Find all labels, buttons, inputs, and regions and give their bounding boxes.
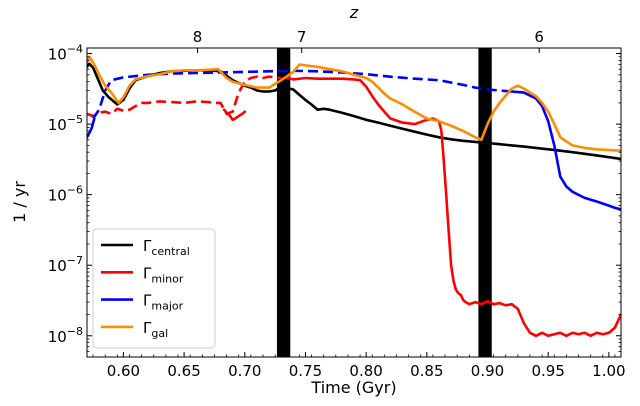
x-tick-label: 0.90 <box>471 362 504 380</box>
y-tick-label-exp: −7 <box>67 254 83 267</box>
y-tick-label-base: 10 <box>48 187 67 205</box>
series-line-minor_solid_a <box>222 108 247 122</box>
legend-label-minor: Γminor <box>143 264 184 285</box>
series-line-major_solid_b <box>510 90 621 211</box>
x-tick-label: 0.85 <box>410 362 443 380</box>
y-tick-label: 10−5 <box>48 113 83 134</box>
y-tick-label: 10−6 <box>48 184 83 205</box>
legend-subscript: major <box>151 300 183 313</box>
y-tick-label: 10−8 <box>48 325 83 346</box>
legend-subscript: central <box>151 245 189 258</box>
legend-subscript: minor <box>151 272 183 285</box>
shaded-band <box>478 48 492 357</box>
y-axis-label: 1 / yr <box>10 181 29 223</box>
top-tick-label: 8 <box>193 28 203 46</box>
y-tick-label-exp: −6 <box>67 184 83 197</box>
x-tick-label: 0.65 <box>167 362 200 380</box>
x-tick-label: 1.00 <box>592 362 625 380</box>
top-tick-label: 7 <box>297 28 307 46</box>
legend-label-gal: Γgal <box>143 319 168 340</box>
series-lines <box>87 55 621 338</box>
x-tick-label: 0.95 <box>531 362 564 380</box>
series-line-minor_dashed <box>87 75 282 118</box>
series-line-minor_solid_b <box>285 76 621 338</box>
y-tick-label-exp: −8 <box>67 325 83 338</box>
x-tick-label: 0.70 <box>228 362 261 380</box>
shaded-band <box>276 48 291 357</box>
x-tick-label: 0.75 <box>289 362 322 380</box>
series-line-major_solid_a <box>87 117 96 139</box>
legend-symbol: Γ <box>143 292 152 310</box>
legend-label-major: Γmajor <box>143 292 184 313</box>
y-tick-label: 10−4 <box>48 43 83 64</box>
y-tick-label-base: 10 <box>48 46 67 64</box>
legend-label-central: Γcentral <box>143 237 190 258</box>
y-tick-label-base: 10 <box>48 257 67 275</box>
legend-symbol: Γ <box>143 319 152 337</box>
y-tick-label-base: 10 <box>48 116 67 134</box>
plot-frame <box>86 47 622 358</box>
y-tick-label: 10−7 <box>48 254 83 275</box>
x-tick-label: 0.80 <box>349 362 382 380</box>
legend-box <box>92 228 216 349</box>
legend-symbol: Γ <box>143 264 152 282</box>
x-tick-label: 0.60 <box>107 362 140 380</box>
y-tick-label-base: 10 <box>48 328 67 346</box>
top-axis-label: z <box>349 3 359 22</box>
y-tick-label-exp: −4 <box>67 43 83 56</box>
series-line-gal <box>87 55 621 152</box>
x-axis-label: Time (Gyr) <box>310 378 396 397</box>
axis-ticks: 0.60 0.65 0.70 0.75 0.80 0.85 0.90 0.95 1.0010−8… <box>48 28 626 380</box>
y-tick-label-exp: −5 <box>67 113 83 126</box>
series-line-central <box>87 62 621 161</box>
legend-symbol: Γ <box>143 237 152 255</box>
legend-subscript: gal <box>151 327 168 340</box>
top-tick-label: 6 <box>534 28 544 46</box>
